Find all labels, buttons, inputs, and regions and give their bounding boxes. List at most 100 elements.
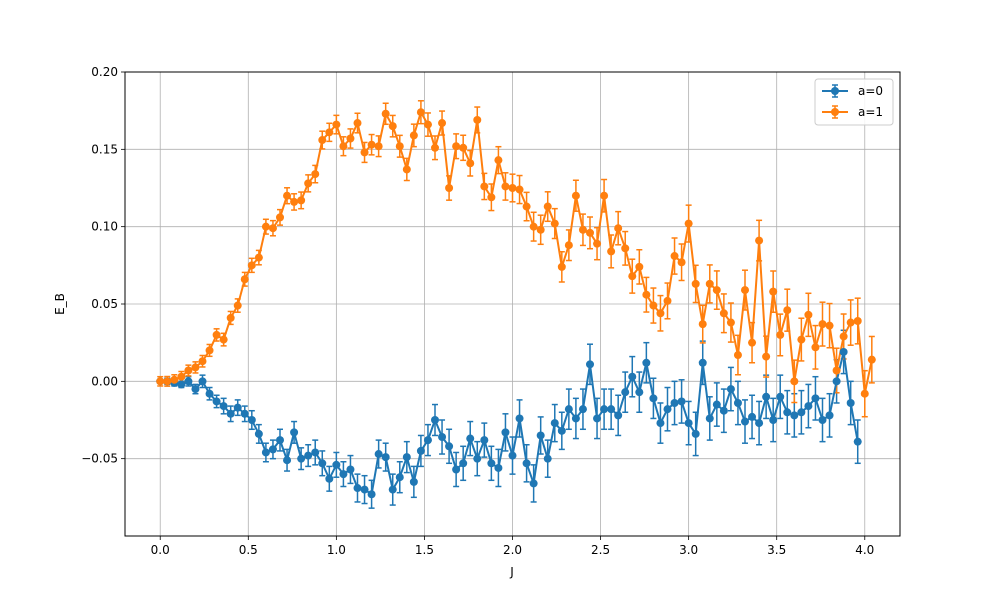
x-tick-label: 2.5 xyxy=(591,543,610,557)
series-a1-point xyxy=(578,225,587,234)
x-tick-label: 3.5 xyxy=(767,543,786,557)
series-a1-point xyxy=(388,122,397,131)
series-a1-point xyxy=(374,142,383,151)
series-a0-point xyxy=(346,465,355,474)
series-a1-point xyxy=(339,142,348,151)
series-a1-point xyxy=(607,247,616,256)
series-a1-point xyxy=(712,286,721,295)
series-a0-point xyxy=(804,402,813,411)
series-a0-point xyxy=(529,479,538,488)
series-a1-point xyxy=(593,239,602,248)
series-a1-point xyxy=(205,346,214,355)
legend-label-a0: a=0 xyxy=(858,84,883,98)
series-a1-point xyxy=(360,148,369,157)
y-tick-label: 0.05 xyxy=(91,297,118,311)
series-a0-point xyxy=(360,485,369,494)
x-tick-label: 4.0 xyxy=(855,543,874,557)
series-a1-point xyxy=(233,301,242,310)
series-a0-point xyxy=(691,429,700,438)
series-a0-point xyxy=(776,392,785,401)
series-a1-point xyxy=(741,286,749,295)
series-a1-point xyxy=(416,108,425,117)
series-a1-point xyxy=(198,357,207,366)
series-a0-point xyxy=(254,429,263,438)
series-a1-point xyxy=(769,287,778,296)
series-a1-point xyxy=(494,156,503,165)
series-a0-point xyxy=(607,405,616,414)
y-tick-label: 0.10 xyxy=(91,220,118,234)
series-a0-point xyxy=(593,414,602,423)
series-a0-point xyxy=(748,412,757,421)
series-a0-point xyxy=(670,398,679,407)
series-a1-point xyxy=(508,184,517,192)
series-a0-point xyxy=(712,400,721,409)
series-a1-point xyxy=(276,213,284,222)
series-a0-point xyxy=(466,434,475,443)
series-a0-point xyxy=(797,408,806,417)
series-a1-point xyxy=(649,301,658,310)
series-a0-point xyxy=(452,465,461,474)
series-a0-point xyxy=(184,377,193,386)
series-a0-point xyxy=(226,409,235,418)
series-a0-point xyxy=(459,459,468,468)
series-a1-point xyxy=(804,310,813,319)
series-a1-point xyxy=(283,191,292,200)
series-a1-point xyxy=(177,372,186,381)
series-a1-point xyxy=(783,306,792,315)
series-a1-point xyxy=(480,182,489,191)
series-a1-point xyxy=(762,352,771,361)
series-a1-point xyxy=(628,272,637,281)
x-axis-ticks: 0.0 0.5 1.0 1.5 2.0 2.5 3.0 3.5 4.0 xyxy=(151,536,874,557)
series-a1-point xyxy=(536,225,545,234)
series-a1-point xyxy=(353,119,362,128)
series-a0-point xyxy=(395,473,404,482)
series-a0-point xyxy=(233,403,242,412)
series-a1-point xyxy=(226,313,235,322)
series-a0-point xyxy=(191,385,200,394)
series-a1-point xyxy=(860,389,869,398)
series-a0-point xyxy=(564,405,573,414)
series-a0-line xyxy=(160,350,859,496)
series-a1-point xyxy=(184,366,193,375)
series-a1-point xyxy=(790,377,799,386)
series-a0-point xyxy=(423,436,432,445)
series-a1-point xyxy=(522,202,531,211)
series-a1-point xyxy=(642,290,651,299)
series-a0-point xyxy=(318,459,327,468)
series-a0-point xyxy=(494,463,503,472)
series-a1-point xyxy=(529,222,538,231)
series-a1-point xyxy=(163,377,172,386)
series-a0-point xyxy=(719,406,728,415)
x-tick-label: 3.0 xyxy=(679,543,698,557)
series-a1-point xyxy=(438,119,447,128)
series-a0-point xyxy=(240,409,249,418)
series-a0-point xyxy=(642,358,651,367)
series-a0-point xyxy=(487,459,496,468)
series-a0-point xyxy=(473,454,482,463)
series-a0-point xyxy=(755,419,764,428)
series-a1-point xyxy=(755,236,764,245)
legend-entry-a1: a=1 xyxy=(822,105,883,119)
series-a1-point xyxy=(797,335,806,344)
series-a0-point xyxy=(388,485,397,494)
series-a1-point xyxy=(748,338,757,347)
series-a0-point xyxy=(332,460,341,469)
legend: a=0 a=1 xyxy=(814,78,894,126)
series-a0-point xyxy=(297,454,306,463)
series-a0-point xyxy=(832,377,841,386)
y-axis-title: E_B xyxy=(53,293,67,315)
series-a1-point xyxy=(381,109,390,118)
series-a1-point xyxy=(621,244,630,253)
series-a1-point xyxy=(311,170,320,179)
series-a0-point xyxy=(677,397,686,406)
series-a0-point xyxy=(219,402,228,411)
series-a0-point xyxy=(846,398,855,407)
series-a0-point xyxy=(325,474,334,483)
series-a0-point xyxy=(522,459,531,468)
series-a0-point xyxy=(635,388,644,397)
series-a1-point xyxy=(670,252,679,261)
series-a0-point xyxy=(177,380,186,389)
series-a1-point xyxy=(818,320,827,329)
legend-label-a1: a=1 xyxy=(858,105,883,119)
series-a0-point xyxy=(367,490,376,499)
